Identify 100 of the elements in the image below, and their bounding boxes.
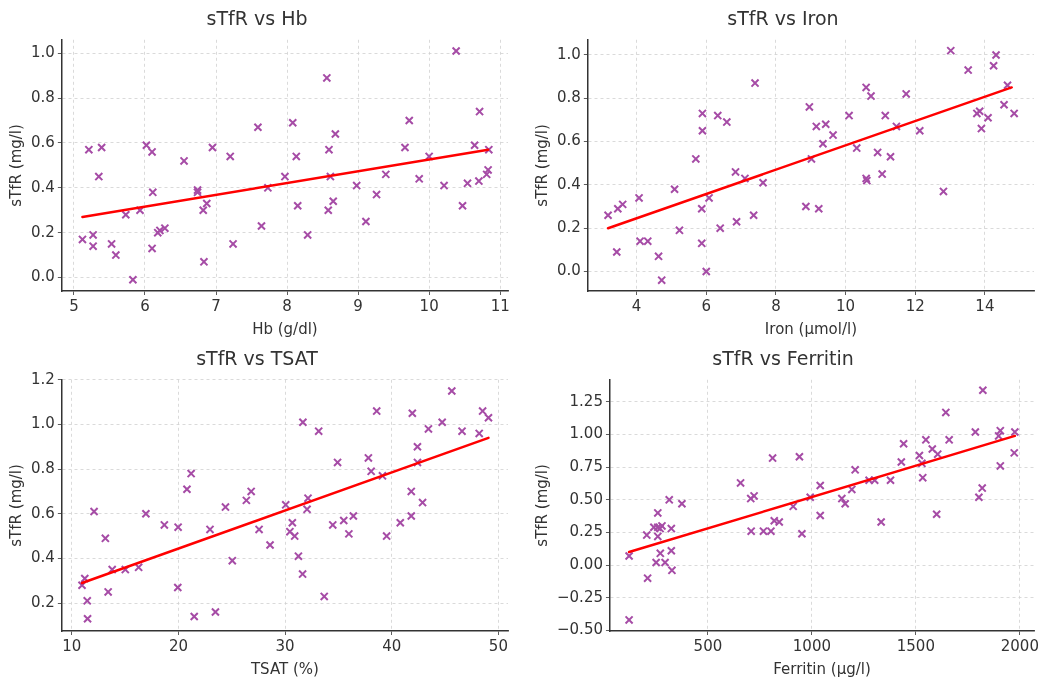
y-tick-label: 0.25 bbox=[569, 522, 603, 541]
point bbox=[891, 121, 901, 131]
point bbox=[407, 408, 417, 418]
point bbox=[88, 230, 98, 240]
point bbox=[241, 495, 251, 505]
point bbox=[82, 596, 92, 606]
point bbox=[280, 172, 290, 182]
point bbox=[976, 124, 986, 134]
point bbox=[418, 498, 428, 508]
point bbox=[339, 515, 349, 526]
point bbox=[344, 529, 354, 539]
y-tick-label: 0.6 bbox=[31, 503, 55, 522]
point bbox=[291, 151, 301, 161]
point bbox=[228, 239, 238, 249]
point bbox=[361, 216, 371, 227]
x-tick-label: 10 bbox=[419, 296, 439, 315]
point bbox=[298, 417, 308, 427]
point bbox=[439, 181, 449, 191]
point bbox=[946, 46, 956, 56]
y-tick-label: 1.2 bbox=[31, 369, 55, 388]
x-tick-label: 1000 bbox=[792, 636, 831, 655]
point bbox=[173, 582, 183, 592]
point bbox=[697, 126, 707, 136]
point bbox=[713, 111, 723, 121]
point bbox=[715, 223, 725, 233]
y-tick-label: 0.75 bbox=[569, 457, 603, 476]
point bbox=[293, 201, 303, 211]
point bbox=[877, 169, 887, 179]
point bbox=[474, 428, 484, 438]
point bbox=[634, 193, 644, 203]
point bbox=[207, 142, 217, 152]
point bbox=[314, 426, 324, 436]
y-axis-title: sTfR (mg/l) bbox=[532, 464, 551, 547]
y-tick-label: 1.00 bbox=[569, 424, 603, 443]
point bbox=[701, 266, 711, 277]
point bbox=[901, 89, 911, 99]
point bbox=[828, 130, 838, 140]
x-tick-label: 500 bbox=[693, 636, 723, 655]
point bbox=[173, 522, 183, 532]
point bbox=[983, 113, 993, 123]
point bbox=[462, 178, 473, 188]
y-tick-label: 0.8 bbox=[31, 459, 55, 478]
point bbox=[77, 234, 87, 244]
point bbox=[94, 172, 104, 182]
point bbox=[412, 457, 422, 467]
y-tick-label: 0.4 bbox=[31, 177, 55, 196]
x-tick-label: 6 bbox=[140, 296, 150, 315]
point bbox=[400, 142, 410, 152]
point bbox=[457, 426, 467, 436]
point bbox=[458, 201, 468, 211]
x-tick-label: 9 bbox=[353, 296, 363, 315]
x-tick-label: 8 bbox=[282, 296, 292, 315]
point bbox=[915, 126, 925, 136]
x-tick-label: 5 bbox=[69, 296, 79, 315]
point bbox=[303, 493, 313, 503]
point bbox=[107, 239, 117, 249]
point bbox=[406, 511, 416, 521]
point bbox=[111, 250, 121, 260]
point bbox=[749, 210, 759, 220]
point bbox=[159, 520, 169, 530]
point bbox=[1003, 80, 1013, 90]
y-tick-label: 0.4 bbox=[31, 548, 55, 567]
y-tick-label: 0.6 bbox=[31, 132, 55, 151]
point bbox=[424, 151, 434, 161]
y-tick-label: 0.8 bbox=[31, 88, 55, 106]
x-tick-label: 10 bbox=[62, 636, 82, 655]
x-axis-title: Iron (µmol/l) bbox=[764, 319, 857, 338]
x-axis-title: Ferritin (µg/l) bbox=[773, 659, 871, 678]
point bbox=[186, 469, 196, 479]
point bbox=[801, 202, 811, 212]
y-tick-label: 1.0 bbox=[31, 414, 55, 433]
point bbox=[182, 484, 192, 494]
point bbox=[451, 46, 461, 56]
point bbox=[732, 217, 742, 227]
x-tick-label: 7 bbox=[211, 296, 221, 315]
point bbox=[989, 61, 999, 71]
chart-title: sTfR vs Ferritin bbox=[712, 347, 854, 370]
point bbox=[324, 145, 334, 155]
x-tick-label: 20 bbox=[168, 636, 188, 655]
point bbox=[478, 406, 488, 416]
point bbox=[322, 73, 332, 83]
point bbox=[806, 154, 816, 164]
point bbox=[474, 176, 484, 186]
point bbox=[654, 251, 664, 261]
point bbox=[395, 518, 405, 528]
point bbox=[352, 181, 362, 191]
x-tick-label: 2000 bbox=[1000, 636, 1039, 655]
y-tick-label: 1.0 bbox=[557, 44, 581, 63]
point bbox=[1009, 108, 1019, 118]
y-tick-label: 0.4 bbox=[557, 174, 581, 193]
point bbox=[372, 406, 382, 416]
point bbox=[818, 139, 828, 149]
point bbox=[991, 50, 1001, 60]
point bbox=[475, 107, 485, 117]
x-tick-label: 50 bbox=[488, 636, 508, 655]
x-tick-label: 11 bbox=[490, 296, 510, 315]
point bbox=[697, 108, 707, 118]
point bbox=[377, 471, 387, 481]
point bbox=[141, 509, 151, 519]
point bbox=[97, 142, 107, 152]
